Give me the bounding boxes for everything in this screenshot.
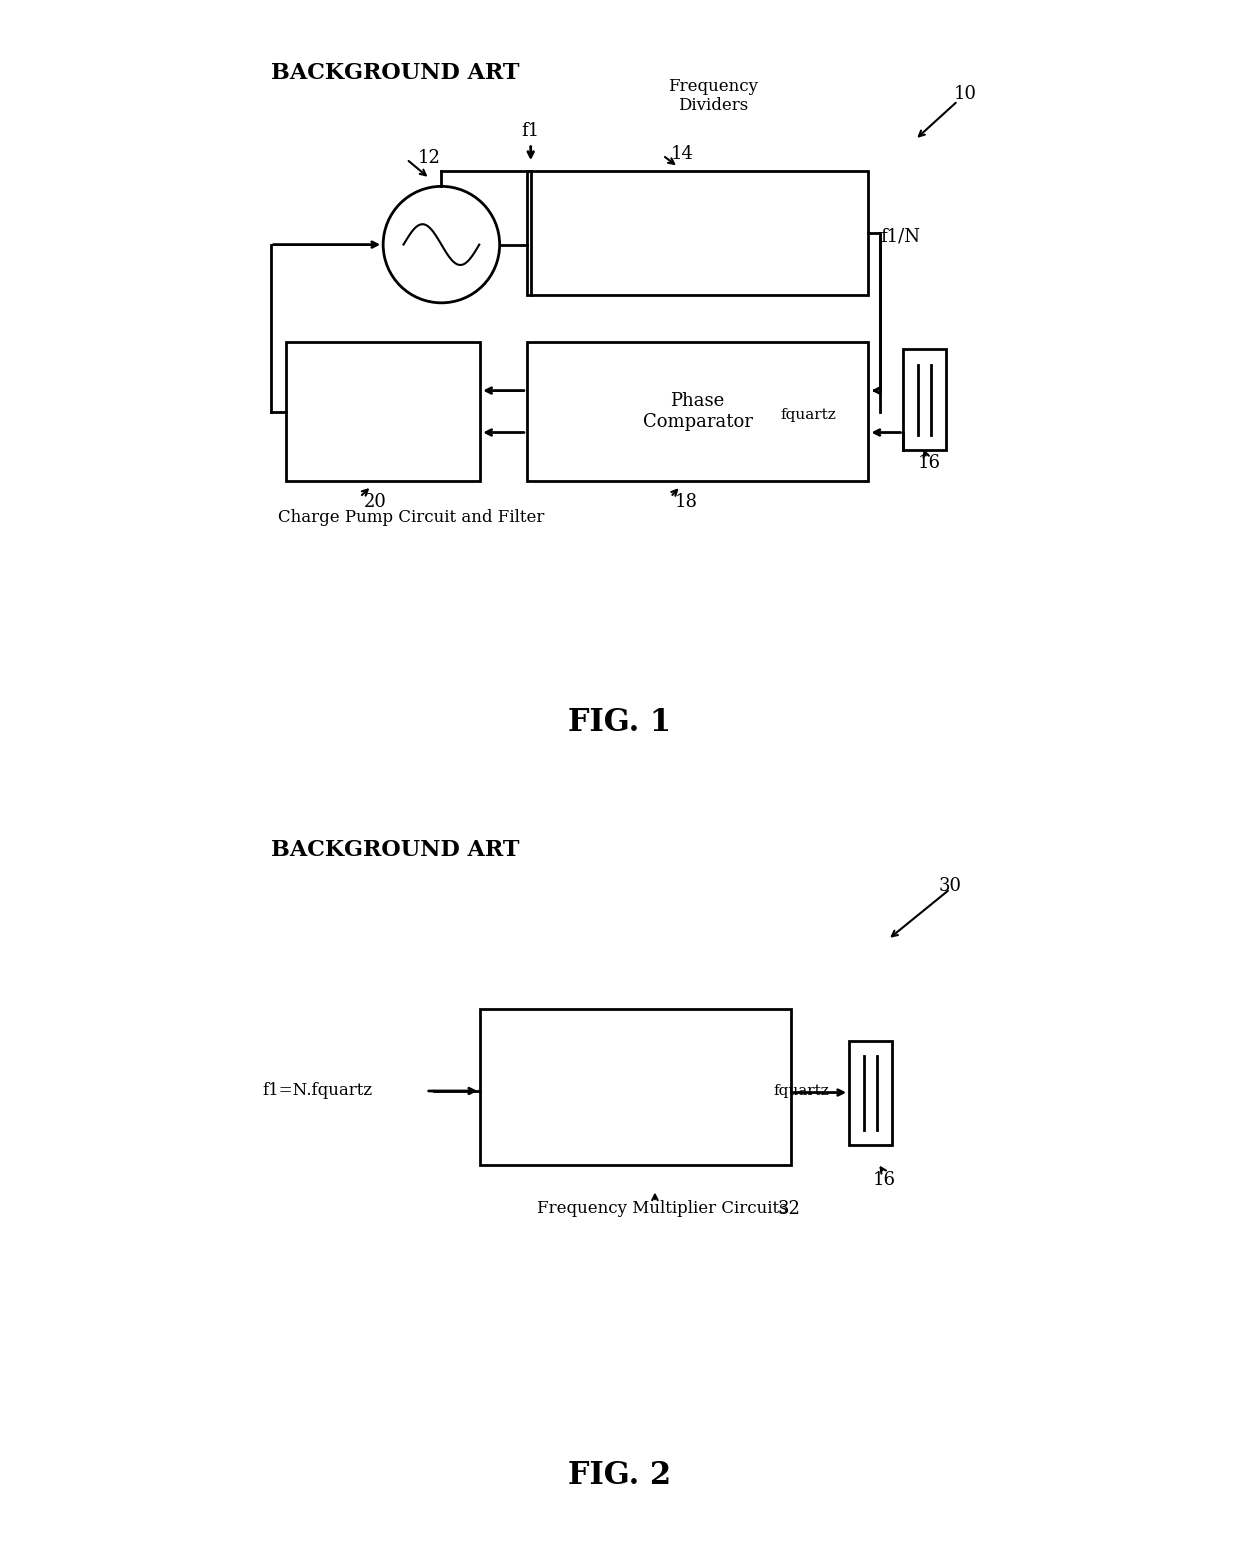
Bar xyxy=(286,342,480,481)
Text: BACKGROUND ART: BACKGROUND ART xyxy=(270,839,520,860)
Text: 10: 10 xyxy=(954,85,977,104)
Text: f1=N.fquartz: f1=N.fquartz xyxy=(263,1082,373,1100)
Text: 20: 20 xyxy=(363,492,387,511)
Text: BACKGROUND ART: BACKGROUND ART xyxy=(270,62,520,84)
Text: 18: 18 xyxy=(675,492,697,511)
Text: 32: 32 xyxy=(777,1199,801,1218)
Circle shape xyxy=(383,186,500,303)
Text: Frequency
Dividers: Frequency Dividers xyxy=(668,78,758,115)
Text: fquartz: fquartz xyxy=(780,408,836,422)
Text: 16: 16 xyxy=(918,455,940,472)
Text: FIG. 1: FIG. 1 xyxy=(568,707,672,738)
Text: Charge Pump Circuit and Filter: Charge Pump Circuit and Filter xyxy=(278,509,544,525)
Text: 14: 14 xyxy=(671,144,693,163)
Text: fquartz: fquartz xyxy=(774,1084,830,1098)
Text: f1: f1 xyxy=(522,121,539,140)
Text: f1/N: f1/N xyxy=(880,228,920,245)
Bar xyxy=(904,349,946,450)
Bar xyxy=(527,171,868,295)
Bar xyxy=(480,1009,791,1165)
Bar xyxy=(527,342,868,481)
Text: Phase
Comparator: Phase Comparator xyxy=(642,393,753,430)
Text: 16: 16 xyxy=(873,1171,895,1190)
Text: 12: 12 xyxy=(418,149,441,168)
Text: FIG. 2: FIG. 2 xyxy=(568,1460,672,1491)
Bar xyxy=(849,1041,892,1146)
Text: 30: 30 xyxy=(939,877,961,896)
Text: Frequency Multiplier Circuits: Frequency Multiplier Circuits xyxy=(537,1199,789,1216)
